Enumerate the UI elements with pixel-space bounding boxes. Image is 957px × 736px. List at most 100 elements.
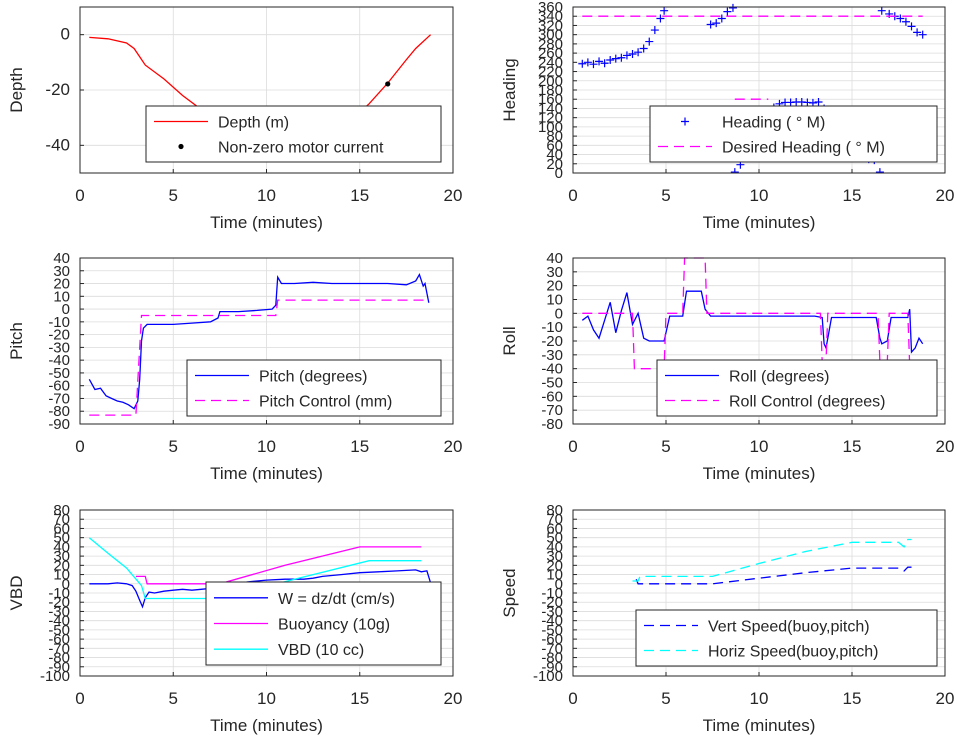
y-tick-label: 0	[555, 305, 563, 322]
legend-box	[186, 359, 442, 417]
y-tick-label: 180	[538, 82, 563, 99]
y-tick-label: 40	[546, 539, 563, 556]
x-tick-label: 5	[661, 186, 670, 205]
legend: Depth (m) Non-zero motor current	[145, 105, 442, 163]
y-tick-label: 30	[53, 263, 70, 280]
y-tick-label: -10	[48, 314, 70, 331]
legend-label: Heading ( ° M)	[722, 115, 825, 132]
x-tick-label: 10	[750, 437, 769, 456]
data-point-plus	[583, 58, 592, 67]
data-point-plus	[611, 54, 620, 63]
data-point-plus	[896, 14, 905, 23]
plot-data	[88, 273, 430, 416]
chart-panel-6: 0 5 10 15 2080706050403020100-10-20-30-40-50…	[500, 502, 954, 735]
series-line	[88, 273, 430, 410]
data-point-plus	[589, 60, 598, 69]
y-axis-label: Heading	[500, 58, 519, 121]
y-tick-label: -10	[541, 585, 563, 602]
legend-label: Vert Speed(buoy,pitch)	[708, 619, 870, 636]
y-tick-label: -60	[541, 388, 563, 405]
y-tick-label: -30	[48, 339, 70, 356]
data-point-plus	[913, 28, 922, 37]
y-tick-label: -20	[48, 327, 70, 344]
y-tick-label: -80	[48, 403, 70, 420]
x-tick-label: 0	[75, 689, 84, 708]
y-tick-label: 80	[546, 128, 563, 145]
y-tick-label: 40	[546, 250, 563, 267]
y-tick-label: 20	[53, 276, 70, 293]
chart-panel-4: 0 5 10 15 20403020100-10-20-30-40-50-60-70-8…	[500, 250, 954, 483]
legend: Pitch (degrees) Pitch Control (mm)	[186, 359, 442, 417]
x-tick-label: 5	[169, 689, 178, 708]
y-axis-label: VBD	[7, 576, 26, 611]
y-tick-label: -10	[541, 319, 563, 336]
legend: W = dz/dt (cm/s) Buoyancy (10g) VBD (10 cc…	[205, 581, 442, 666]
x-tick-label: 0	[568, 437, 577, 456]
data-point-plus	[875, 168, 884, 173]
y-axis-label: Pitch	[7, 322, 26, 360]
legend-swatch	[178, 143, 184, 150]
data-point-plus	[730, 168, 739, 173]
y-tick-label: -60	[48, 378, 70, 395]
legend-label: VBD (10 cc)	[278, 642, 364, 659]
y-tick-label: -70	[48, 390, 70, 407]
x-tick-label: 20	[936, 437, 955, 456]
data-point-plus	[728, 3, 737, 12]
y-tick-label: -40	[48, 613, 70, 630]
x-tick-label: 0	[75, 437, 84, 456]
x-tick-label: 15	[843, 437, 862, 456]
y-tick-label: 240	[538, 54, 563, 71]
y-tick-label: 60	[546, 520, 563, 537]
x-axis-label: Time (minutes)	[703, 716, 816, 735]
y-tick-label: 20	[53, 557, 70, 574]
legend-box	[145, 105, 442, 163]
y-tick-label: 0	[555, 165, 563, 182]
y-tick-label: -50	[541, 622, 563, 639]
legend-label: Roll (degrees)	[729, 369, 829, 386]
y-tick-label: 200	[538, 73, 563, 90]
legend-label: Desired Heading ( ° M)	[722, 140, 885, 157]
y-tick-label: 60	[53, 520, 70, 537]
y-tick-label: 20	[546, 278, 563, 295]
y-tick-label: 10	[546, 567, 563, 584]
y-tick-label: -30	[541, 347, 563, 364]
y-tick-label: -90	[541, 659, 563, 676]
x-tick-label: 20	[936, 186, 955, 205]
y-tick-label: -80	[541, 416, 563, 433]
y-tick-label: 0	[62, 576, 70, 593]
series-line	[635, 566, 912, 585]
data-point-plus	[706, 20, 715, 29]
legend-label: W = dz/dt (cm/s)	[278, 591, 395, 608]
y-tick-label: 0	[61, 25, 70, 44]
data-point-plus	[639, 44, 648, 53]
y-tick-label: 100	[538, 119, 563, 136]
data-point-plus	[645, 37, 654, 46]
chart-panel-1: 0 5 10 15 20 -40 -20 0 Time (minutes) Depth Depth …	[7, 6, 463, 232]
series-line	[89, 299, 429, 416]
y-tick-label: 260	[538, 45, 563, 62]
x-axis-label: Time (minutes)	[703, 464, 816, 483]
y-tick-label: 70	[546, 511, 563, 528]
x-tick-label: 5	[661, 437, 670, 456]
data-point-plus	[595, 57, 604, 66]
y-tick-label: 10	[53, 567, 70, 584]
x-tick-label: 20	[444, 186, 463, 205]
y-tick-label: -20	[541, 333, 563, 350]
series-line	[581, 290, 924, 354]
x-axis-label: Time (minutes)	[210, 464, 323, 483]
legend-label: Horiz Speed(buoy,pitch)	[708, 644, 878, 661]
data-point-plus	[907, 22, 916, 31]
x-tick-label: 15	[350, 689, 369, 708]
y-tick-label: -40	[45, 135, 70, 154]
y-tick-label: -100	[533, 668, 563, 685]
y-tick-label: 40	[546, 147, 563, 164]
plot-data	[632, 538, 912, 585]
y-tick-label: 50	[546, 530, 563, 547]
legend-box	[656, 359, 938, 417]
y-tick-label: -40	[541, 613, 563, 630]
x-tick-label: 10	[750, 186, 769, 205]
y-tick-label: -70	[48, 640, 70, 657]
y-tick-label: 10	[546, 292, 563, 309]
x-tick-label: 15	[843, 689, 862, 708]
data-point-plus	[712, 19, 721, 28]
